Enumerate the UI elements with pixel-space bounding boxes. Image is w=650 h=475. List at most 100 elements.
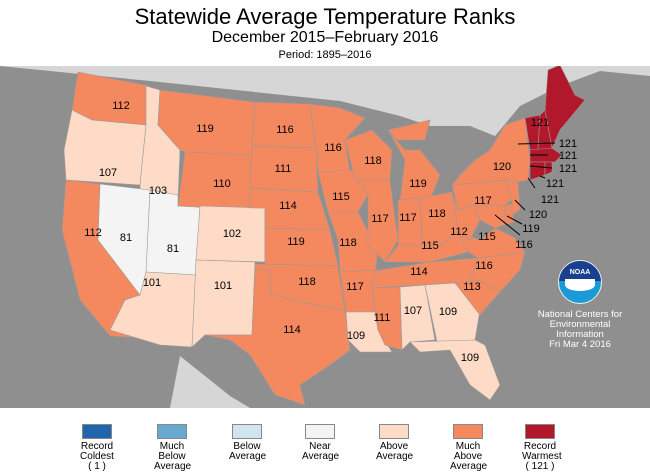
rank-label: 114 — [283, 324, 301, 336]
legend-label: Much Below Average — [154, 441, 192, 472]
rank-label: 111 — [275, 163, 292, 175]
legend-swatch — [82, 424, 112, 439]
legend-swatch — [453, 424, 483, 439]
legend-item: Much Above Average — [438, 424, 498, 472]
state-mn[interactable] — [309, 103, 366, 173]
rank-label: 81 — [120, 232, 132, 244]
rank-label: 117 — [399, 212, 417, 224]
legend-swatch — [379, 424, 409, 439]
header: Statewide Average Temperature Ranks Dece… — [0, 0, 650, 66]
legend-value: ( 1 ) — [88, 461, 106, 472]
state-fl[interactable] — [409, 339, 501, 401]
rank-label: 121 — [541, 194, 559, 206]
map-subtitle: December 2015–February 2016 — [211, 29, 439, 46]
rank-label: 121 — [559, 163, 577, 175]
rank-label: 101 — [143, 277, 161, 289]
legend-item: Near Average — [290, 424, 350, 462]
state-wi[interactable] — [344, 129, 393, 181]
rank-label: 121 — [559, 150, 577, 162]
rank-label: 120 — [493, 161, 511, 173]
state-ia[interactable] — [317, 169, 369, 213]
legend-item: Record Warmest( 121 ) — [510, 424, 570, 472]
rank-label: 109 — [439, 306, 457, 318]
map-title: Statewide Average Temperature Ranks — [134, 4, 516, 29]
rank-label: 120 — [529, 209, 547, 221]
rank-label: 117 — [474, 195, 492, 207]
legend: Record Coldest( 1 ) Much Below Average Bel… — [0, 424, 650, 475]
state-ri[interactable] — [544, 161, 553, 176]
rank-label: 107 — [99, 167, 117, 179]
rank-label: 112 — [84, 227, 102, 239]
rank-label: 114 — [279, 200, 297, 212]
mexico — [170, 356, 250, 408]
legend-item: Below Average — [217, 424, 277, 462]
rank-label: 112 — [112, 100, 130, 112]
state-al[interactable] — [399, 284, 436, 351]
legend-swatch — [157, 424, 187, 439]
legend-label: Near Average — [302, 441, 340, 462]
rank-label: 118 — [298, 276, 316, 288]
state-tx[interactable] — [204, 269, 351, 406]
leader-line — [517, 142, 556, 145]
legend-label: Much Above Average — [450, 441, 488, 472]
rank-label: 101 — [214, 280, 232, 292]
legend-swatch — [305, 424, 335, 439]
legend-label: Record Coldest — [80, 441, 114, 462]
rank-label: 115 — [332, 191, 350, 203]
rank-label: 121 — [546, 178, 564, 190]
legend-item: Record Coldest( 1 ) — [67, 424, 127, 472]
credit-line: Information — [556, 329, 604, 340]
rank-label: 118 — [339, 237, 357, 249]
credit-block: NOAA National Centers for Environmental … — [520, 260, 640, 350]
legend-swatch — [525, 424, 555, 439]
rank-label: 102 — [223, 228, 241, 240]
rank-label: 121 — [531, 117, 549, 129]
rank-label: 110 — [213, 178, 231, 190]
canada — [0, 66, 650, 136]
rank-label: 113 — [463, 281, 481, 293]
leader-line — [514, 199, 526, 211]
leader-line — [529, 165, 553, 169]
leader-line — [506, 215, 523, 225]
legend-label: Record Warmest — [522, 441, 562, 462]
rank-label: 116 — [515, 239, 533, 251]
leader-line — [527, 177, 536, 189]
state-me[interactable] — [544, 66, 586, 150]
legend-item: Much Below Average — [142, 424, 202, 472]
legend-label: Above Average — [376, 441, 414, 462]
rank-label: 118 — [428, 208, 446, 220]
rank-label: 109 — [347, 330, 365, 342]
rank-label: 118 — [364, 155, 382, 167]
rank-label: 81 — [167, 243, 179, 255]
leader-line — [494, 214, 521, 236]
rank-label: 112 — [450, 226, 468, 238]
state-va[interactable] — [457, 227, 526, 259]
rank-label: 119 — [196, 123, 214, 135]
state-ky[interactable] — [384, 231, 469, 263]
rank-label: 114 — [410, 266, 428, 278]
rank-label: 109 — [461, 352, 479, 364]
state-mi[interactable] — [387, 119, 441, 201]
credit-line: National Centers for — [537, 309, 623, 320]
period-label: Period: 1895–2016 — [278, 49, 372, 61]
rank-label: 103 — [149, 185, 167, 197]
rank-label: 115 — [478, 231, 496, 243]
legend-item: Above Average — [364, 424, 424, 462]
rank-label: 119 — [522, 223, 540, 235]
rank-label: 115 — [421, 240, 439, 252]
rank-label: 121 — [559, 138, 577, 150]
legend-label: Below Average — [229, 441, 267, 462]
rank-label: 119 — [409, 178, 427, 190]
legend-value: ( 121 ) — [525, 461, 555, 472]
state-nm[interactable] — [191, 259, 256, 348]
rank-label: 117 — [371, 213, 389, 225]
rank-label: 119 — [287, 236, 305, 248]
legend-swatch — [232, 424, 262, 439]
rank-label: 116 — [324, 142, 342, 154]
credit-date: Fri Mar 4 2016 — [549, 339, 611, 350]
noaa-logo-icon: NOAA — [558, 260, 602, 304]
rank-label: 107 — [404, 305, 422, 317]
rank-label: 116 — [276, 124, 294, 136]
leader-line — [539, 175, 546, 179]
rank-label: 117 — [346, 281, 364, 293]
